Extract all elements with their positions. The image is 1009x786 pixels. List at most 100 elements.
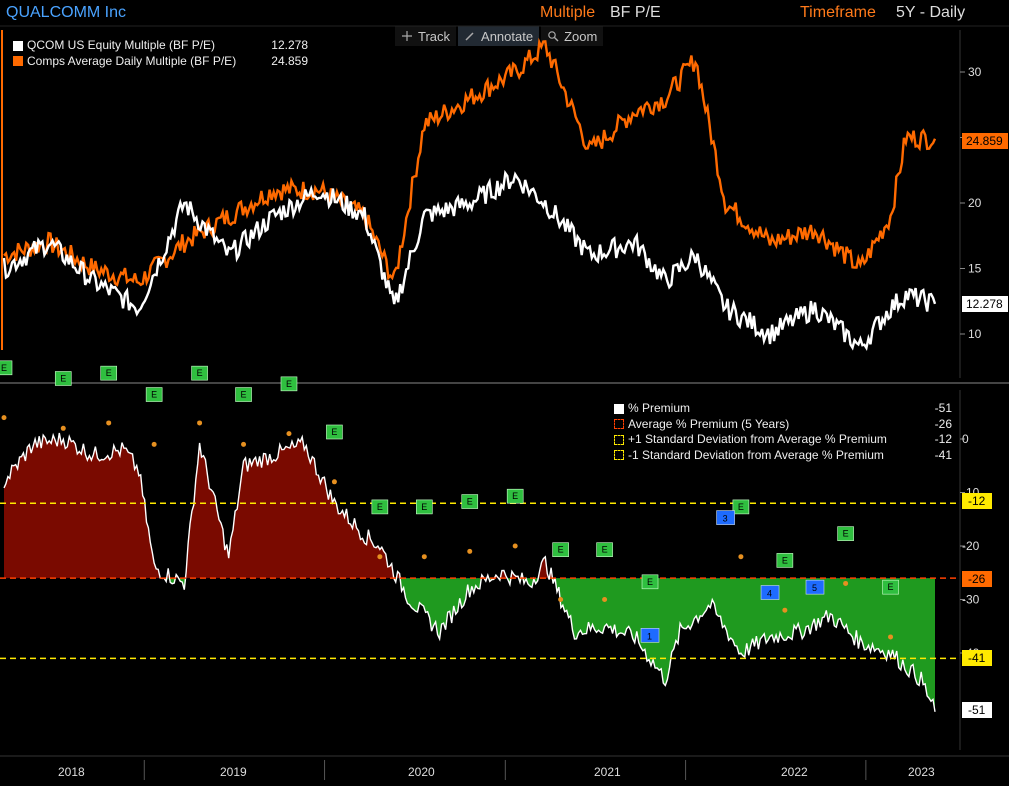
multiple-value[interactable]: BF P/E — [610, 4, 661, 21]
bottom-legend: % Premium -51 Average % Premium (5 Years… — [612, 400, 954, 464]
earnings-marker-label: E — [286, 379, 292, 389]
numbered-event-marker[interactable]: 3 — [716, 510, 735, 525]
earnings-dot — [60, 425, 66, 431]
earnings-marker[interactable]: E — [280, 376, 298, 437]
earnings-marker-label: E — [331, 427, 337, 437]
earnings-marker[interactable]: E — [837, 526, 854, 586]
chart-toolbar: Track Annotate Zoom — [395, 26, 604, 46]
earnings-marker[interactable]: E — [416, 499, 433, 560]
x-label-2018: 2018 — [58, 765, 85, 779]
tag-minus-sd-text: -41 — [968, 651, 986, 665]
legend-swatch-average — [614, 419, 624, 430]
earnings-dot — [888, 634, 894, 640]
legend-premium-name: % Premium — [628, 401, 691, 415]
earnings-marker-label: E — [1, 363, 7, 373]
bottom-y-tick-label: -30 — [962, 593, 980, 607]
earnings-marker[interactable]: E — [326, 424, 343, 485]
multiple-label: Multiple — [540, 4, 596, 21]
numbered-event-marker[interactable]: 1 — [640, 627, 660, 643]
earnings-marker-label: E — [647, 577, 653, 587]
annotate-button[interactable]: Annotate — [458, 26, 540, 46]
crosshair-icon — [402, 31, 412, 41]
legend-average[interactable]: Average % Premium (5 Years) -26 — [614, 417, 952, 433]
legend-minus-sd-name: -1 Standard Deviation from Average % Pre… — [628, 447, 884, 462]
legend-plus-sd[interactable]: +1 Standard Deviation from Average % Pre… — [614, 432, 952, 448]
earnings-marker[interactable]: E — [235, 387, 252, 447]
earnings-marker-label: E — [60, 374, 66, 384]
earnings-dot — [512, 543, 518, 549]
tag-plus-sd: -12 — [962, 493, 992, 509]
premium-area-below-average — [4, 578, 935, 712]
legend-qcom-name: QCOM US Equity Multiple (BF P/E) — [27, 38, 216, 52]
tag-comps-text: 24.859 — [966, 134, 1003, 148]
tag-qcom-text: 12.278 — [966, 297, 1003, 311]
tag-premium: -51 — [962, 702, 992, 718]
legend-minus-sd[interactable]: -1 Standard Deviation from Average % Pre… — [614, 448, 952, 464]
event-markers: E E E E E E E E E E E E E E E E E E E 1 3 4 5 — [0, 360, 899, 643]
earnings-dot — [377, 554, 383, 560]
legend-premium-value: -51 — [934, 401, 952, 415]
legend-comps[interactable]: Comps Average Daily Multiple (BF P/E) 24… — [13, 54, 308, 70]
legend-swatch-plus-sd — [614, 434, 624, 445]
legend-minus-sd-value: -41 — [934, 447, 952, 462]
tag-qcom: 12.278 — [962, 296, 1008, 312]
legend-qcom-value: 12.278 — [271, 38, 308, 52]
earnings-marker[interactable]: E — [596, 542, 613, 602]
earnings-dot — [1, 415, 7, 421]
earnings-marker[interactable]: E — [54, 371, 72, 431]
earnings-marker[interactable]: E — [191, 365, 208, 426]
earnings-marker-label: E — [151, 390, 157, 400]
qcom-multiple-line[interactable] — [2, 169, 937, 352]
earnings-marker-label: E — [467, 497, 473, 507]
top-y-tick-label: 15 — [968, 262, 982, 276]
earnings-marker-label: E — [738, 502, 744, 512]
tag-minus-sd: -41 — [962, 650, 992, 666]
earnings-marker[interactable]: E — [100, 365, 118, 426]
legend-premium[interactable]: % Premium -51 — [614, 401, 952, 417]
timeframe-label: Timeframe — [800, 4, 876, 21]
x-label-2021: 2021 — [594, 765, 621, 779]
numbered-event-marker[interactable]: 5 — [805, 579, 825, 595]
earnings-marker[interactable]: E — [371, 499, 389, 560]
earnings-marker[interactable]: E — [145, 387, 163, 447]
security-title: QUALCOMM Inc — [6, 4, 127, 21]
earnings-marker-label: E — [197, 368, 203, 378]
earnings-marker[interactable]: E — [506, 488, 524, 549]
legend-swatch-white — [13, 40, 23, 51]
numbered-event-marker[interactable]: 4 — [760, 585, 780, 600]
legend-qcom[interactable]: QCOM US Equity Multiple (BF P/E) 12.278 — [13, 38, 308, 54]
legend-swatch-minus-sd — [614, 450, 624, 461]
earnings-marker[interactable]: E — [882, 579, 899, 640]
legend-swatch-orange — [13, 56, 23, 67]
bottom-y-axis: 0-10-20-30-40 — [960, 432, 980, 660]
track-button[interactable]: Track — [395, 26, 457, 46]
timeframe-value[interactable]: 5Y - Daily — [896, 4, 966, 21]
top-y-tick-label: 30 — [968, 65, 982, 79]
numbered-event-label: 1 — [647, 631, 652, 641]
zoom-label: Zoom — [564, 28, 598, 44]
numbered-event-label: 4 — [767, 589, 772, 599]
earnings-marker[interactable]: E — [461, 494, 479, 554]
earnings-marker-label: E — [843, 529, 849, 539]
earnings-marker-label: E — [377, 502, 383, 512]
earnings-marker[interactable]: E — [776, 553, 794, 613]
earnings-dot — [602, 597, 608, 602]
earnings-marker-label: E — [602, 545, 608, 555]
earnings-dot — [558, 597, 564, 602]
earnings-marker[interactable]: E — [732, 499, 750, 560]
x-axis-ticks — [143, 760, 867, 780]
chart-header: QUALCOMM Inc Multiple BF P/E Timeframe 5… — [0, 0, 1009, 26]
earnings-marker[interactable]: E — [552, 542, 569, 602]
earnings-dot — [467, 548, 473, 554]
zoom-button[interactable]: Zoom — [541, 26, 604, 46]
earnings-marker-label: E — [558, 545, 564, 555]
x-label-2019: 2019 — [220, 765, 247, 779]
earnings-marker[interactable]: E — [0, 360, 13, 421]
earnings-dot — [241, 441, 247, 447]
earnings-marker-label: E — [512, 491, 518, 501]
x-label-2023: 2023 — [908, 765, 935, 779]
comps-multiple-line[interactable] — [3, 37, 937, 287]
premium-line[interactable] — [3, 432, 936, 712]
tag-premium-text: -51 — [968, 703, 986, 717]
